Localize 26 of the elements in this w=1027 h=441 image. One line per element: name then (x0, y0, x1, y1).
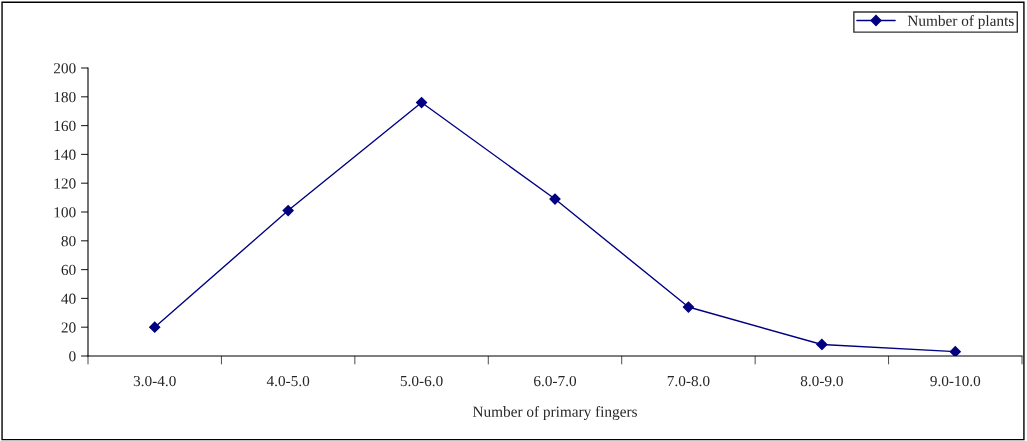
x-tick-label: 6.0-7.0 (534, 375, 577, 387)
y-tick-label: 120 (54, 178, 76, 189)
y-tick-label: 0 (69, 351, 76, 362)
y-tick-label: 60 (61, 264, 76, 276)
y-tick-label: 20 (61, 322, 76, 333)
y-tick-label: 100 (54, 207, 76, 218)
point (282, 204, 294, 217)
y-tick-label: 80 (61, 235, 76, 247)
x-tick-label: 4.0-5.0 (266, 375, 310, 387)
point (682, 301, 695, 313)
y-tick-label: 180 (54, 91, 76, 103)
point (949, 346, 961, 356)
y-tick-label: 160 (54, 120, 76, 132)
x-tick-label: 9.0-10.0 (930, 375, 981, 387)
x-tick-label: 3.0-4.0 (133, 375, 176, 387)
x-tick-label: 8.0-9.0 (800, 375, 843, 387)
x-tick-label: 7.0-8.0 (667, 375, 710, 387)
legend-label: Number of plants (907, 15, 1014, 30)
point (149, 321, 161, 333)
point (415, 96, 428, 109)
point (816, 338, 828, 351)
x-axis-title: Number of primary fingers (472, 405, 637, 421)
x-tick-label: 5.0-6.0 (400, 375, 443, 387)
y-tick-label: 140 (54, 149, 76, 160)
y-tick-label: 40 (61, 293, 76, 304)
y-tick-label: 200 (53, 63, 76, 74)
